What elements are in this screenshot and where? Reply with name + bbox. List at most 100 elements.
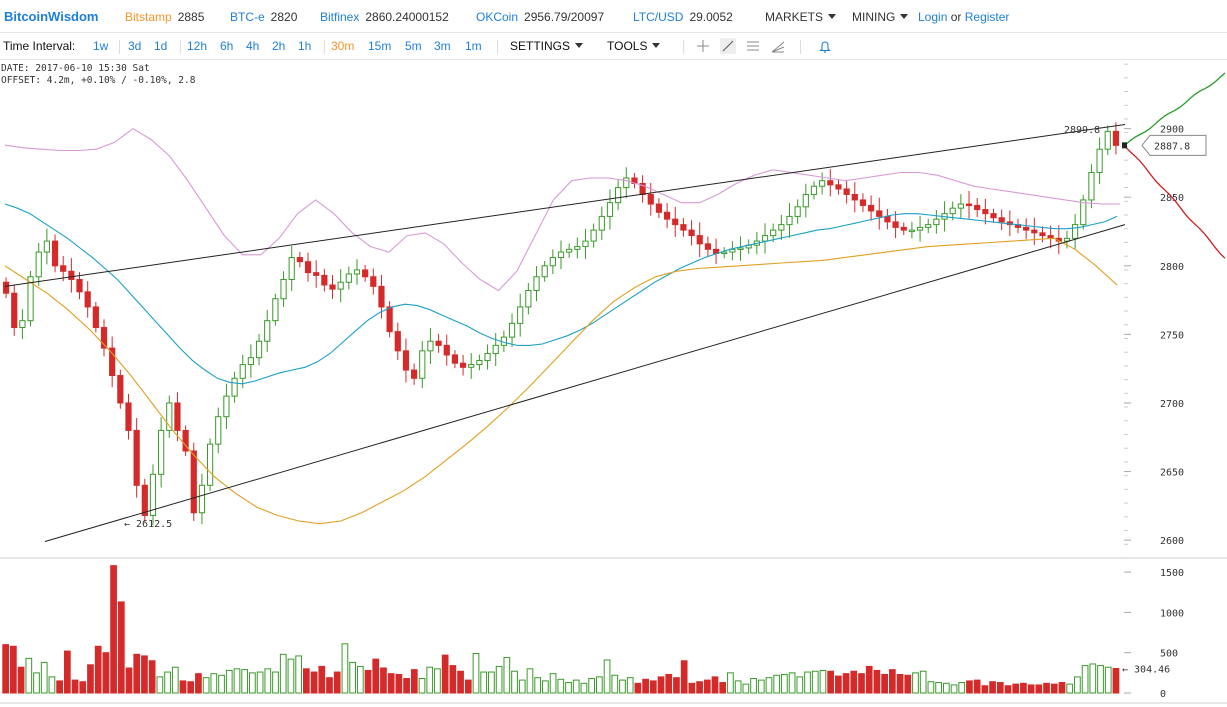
candle [337,269,344,303]
markets-menu[interactable]: MARKETS [765,10,837,24]
ticker-exchange[interactable]: LTC/USD [633,10,684,24]
volume-bar [225,669,233,694]
candle-body [794,206,801,217]
chevron-down-icon [575,43,584,48]
candle [84,281,91,318]
candle-body [965,203,973,207]
candle-body [843,188,850,195]
volume-bar [1050,683,1058,694]
interval-5m[interactable]: 5m [405,39,422,53]
fan-lines-icon[interactable] [770,38,786,54]
interval-15m[interactable]: 15m [368,39,392,53]
volume-bar [757,679,765,694]
volume-bar [673,677,680,694]
candle [451,350,459,369]
candle [1072,213,1079,250]
volume-bar [626,677,634,694]
volume-bar [680,660,688,694]
volume-bar [665,673,673,694]
volume-bar [287,658,295,694]
volume-bar [25,657,33,694]
ticker-exchange[interactable]: BTC-e [230,10,265,24]
candle [549,249,556,275]
candle-body [916,226,924,231]
y-tick-label: 2600 [1160,536,1184,547]
interval-4h[interactable]: 4h [246,39,260,53]
candle-body [378,285,385,308]
volume-bar [989,681,996,694]
interval-30m[interactable]: 30m [331,39,355,53]
candle-body [982,209,989,215]
interval-1w[interactable]: 1w [93,39,109,53]
candle-body [615,187,622,204]
ticker-exchange[interactable]: Bitstamp [125,10,172,24]
horizontal-lines-icon[interactable] [745,38,761,54]
price-panel[interactable]: 2600 2650 2700 2750 2800 2850 2900 2899.8 ← 2612… [0,63,1227,704]
trendline-icon[interactable] [720,38,736,54]
candle-body [468,364,475,368]
ticker-exchange[interactable]: Bitfinex [320,10,360,24]
bell-icon[interactable] [817,38,833,54]
divider [119,40,120,54]
volume-bar [634,682,642,694]
candle-body [517,306,524,324]
volume-bar [2,644,10,694]
candle-body [933,218,940,226]
brand-logo[interactable]: BitcoinWisdom [4,9,99,24]
candle-body [1039,232,1046,237]
interval-12h[interactable]: 12h [187,39,208,53]
volume-panel[interactable]: 0 500 1000 1500 ← 304.46 [2,565,1184,700]
ticker-bitfinex[interactable]: Bitfinex 2860.24000152 [320,10,449,24]
candle [304,252,312,282]
crosshair-icon[interactable] [695,38,711,54]
volume-bar [148,660,156,694]
volume-bar [56,680,63,694]
candle-body [435,340,442,346]
ticker-bitstamp[interactable]: Bitstamp 2885 [125,10,204,24]
interval-3d[interactable]: 3d [128,39,142,53]
volume-bar [1043,682,1050,694]
candle [615,180,622,211]
mining-menu[interactable]: MINING [852,10,909,24]
price-chart[interactable]: 2600 2650 2700 2750 2800 2850 2900 2899.8 ← 2612… [0,60,1227,705]
volume-last-label: ← 304.46 [1122,664,1170,675]
interval-1d[interactable]: 1d [154,39,168,53]
interval-6h[interactable]: 6h [220,39,234,53]
candle [19,309,26,340]
candle [443,334,450,366]
interval-3m[interactable]: 3m [434,39,451,53]
volume-bar [966,680,973,694]
volume-bar [642,678,649,694]
candle [27,270,34,327]
ticker-exchange[interactable]: OKCoin [476,10,519,24]
volume-bar [33,672,40,694]
candle [517,293,524,337]
register-link[interactable]: Register [964,10,1010,24]
ticker-okcoin[interactable]: OKCoin 2956.79/20097 [476,10,604,24]
volume-bar [773,674,781,694]
interval-1h[interactable]: 1h [298,39,312,53]
login-link[interactable]: Login [918,10,948,24]
ticker-btc-e[interactable]: BTC-e 2820 [230,10,297,24]
ticker-ltc-usd[interactable]: LTC/USD 29.0052 [633,10,733,24]
candle [835,179,842,195]
interval-2h[interactable]: 2h [272,39,286,53]
divider [180,40,181,54]
candle-body [190,450,197,514]
interval-1m[interactable]: 1m [465,39,482,53]
candle [672,206,679,237]
volume-bar [572,679,580,694]
candle-body [770,229,777,237]
volume-bar [195,673,202,694]
candle [353,259,361,285]
candle [876,197,883,230]
candle [92,302,99,333]
volume-bar [781,673,788,694]
volume-bar [942,682,950,694]
settings-menu[interactable]: SETTINGS [510,39,584,53]
candle-body [884,215,891,223]
candle [51,234,59,273]
volume-bar [835,675,842,694]
tools-menu[interactable]: TOOLS [607,39,661,53]
candle [117,369,124,409]
